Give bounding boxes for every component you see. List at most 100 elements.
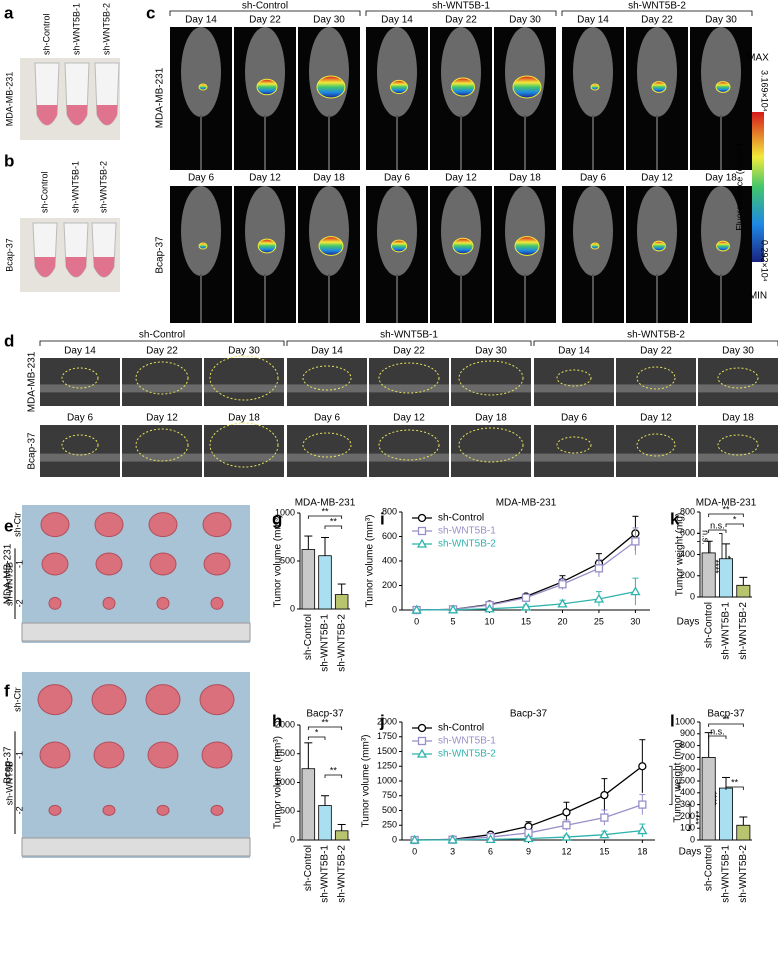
x-tick-label: sh-WNT5B-2 (738, 845, 749, 903)
tumor-outline (556, 369, 592, 387)
x-tick-label: sh-Control (303, 845, 314, 891)
day-label: Day 22 (445, 15, 477, 26)
x-tick-label: sh-Control (703, 602, 714, 648)
bracket (169, 10, 361, 16)
point (485, 834, 496, 844)
tube-label: sh-WNT5B-1 (71, 3, 81, 55)
tumor-outline (378, 429, 440, 461)
image-band (451, 453, 531, 462)
y-tick-label: 1500 (377, 746, 397, 756)
point (416, 538, 428, 548)
mouse (309, 186, 349, 276)
signal (257, 238, 277, 254)
y-tick-label: 500 (280, 555, 295, 565)
tumor (203, 552, 231, 576)
significance-bracket (725, 786, 744, 790)
y-tick-label: 300 (680, 799, 695, 809)
mouse (505, 27, 545, 117)
significance-bracket (687, 804, 691, 831)
day-label: Day 12 (249, 173, 281, 184)
point (561, 831, 572, 841)
legend-label: sh-WNT5B-2 (438, 539, 496, 550)
image (40, 358, 120, 406)
image (204, 425, 284, 477)
panel-label: a (4, 3, 14, 22)
image (616, 425, 696, 477)
tumor (201, 741, 233, 769)
point (447, 834, 458, 844)
panel-label: f (4, 681, 10, 700)
image-band (616, 453, 696, 462)
group-header: sh-WNT5B-2 (628, 1, 686, 12)
point (638, 762, 647, 771)
chart-title: Bacp-37 (306, 709, 344, 720)
tumor-outline (378, 362, 440, 394)
group-label: sh-WNT5B (4, 562, 14, 606)
bar (719, 787, 733, 841)
significance-bracket (708, 513, 744, 517)
day-label: Day 6 (561, 413, 588, 424)
y-tick-label: 0 (690, 591, 695, 601)
x-tick-label: 6 (488, 846, 493, 856)
subgroup-label: -2 (14, 599, 24, 607)
mouse (701, 186, 741, 276)
group-label: sh-Ctr (12, 512, 22, 537)
tumor (210, 804, 224, 816)
signal (452, 237, 474, 255)
chart-title: MDA-MB-231 (295, 498, 356, 509)
mouse (245, 27, 285, 117)
day-label: Day 14 (185, 15, 217, 26)
mouse (181, 27, 221, 117)
bar (301, 549, 316, 610)
tumor (149, 552, 177, 576)
tumor (156, 804, 170, 816)
day-label: Day 6 (67, 413, 94, 424)
y-tick-label: 400 (680, 549, 695, 559)
image (122, 358, 202, 406)
tube-label: sh-Control (39, 171, 49, 213)
bar (736, 824, 751, 841)
point (417, 513, 427, 523)
image-band (40, 384, 120, 393)
significance-bracket (708, 529, 727, 533)
mouse (637, 27, 677, 117)
point (447, 604, 459, 614)
colorbar (752, 112, 764, 262)
significance-label: ** (731, 777, 739, 787)
bar (301, 768, 316, 841)
x-tick-label: 0 (412, 846, 417, 856)
x-tick-label: sh-WNT5B-1 (320, 614, 331, 672)
day-label: Day 14 (577, 15, 609, 26)
panel-label: i (380, 509, 385, 528)
tube-label: sh-WNT5B-2 (98, 161, 108, 213)
x-tick-label: sh-Control (703, 845, 714, 891)
day-label: Day 12 (393, 413, 425, 424)
x-axis-label: Days (679, 847, 702, 858)
significance-label: **** (691, 811, 701, 826)
point (520, 601, 532, 611)
legend-label: sh-WNT5B-2 (438, 749, 496, 760)
tube-liquid (34, 257, 56, 277)
y-tick-label: 0 (392, 604, 397, 614)
x-axis-label: Days (677, 617, 700, 628)
chart-title: MDA-MB-231 (696, 498, 757, 509)
y-tick-label: 500 (280, 806, 295, 816)
bar (318, 555, 332, 610)
y-axis-label: Tumor volume (mm³) (273, 515, 284, 608)
significance-label: ** (722, 714, 730, 724)
y-tick-label: 1500 (275, 748, 295, 758)
tumor (199, 684, 235, 716)
tumor (102, 804, 116, 816)
bracket (561, 10, 753, 16)
group-label: sh-Ctr (12, 687, 22, 712)
x-tick-label: sh-WNT5B-1 (320, 845, 331, 903)
group-label: sh-WNT5B (4, 761, 14, 805)
mouse (637, 186, 677, 276)
y-tick-label: 500 (680, 775, 695, 785)
day-label: Day 18 (228, 413, 260, 424)
tumor-outline (458, 360, 524, 396)
image-band (369, 384, 449, 393)
significance-bracket (307, 726, 343, 730)
signal (590, 242, 600, 250)
tube-label: sh-WNT5B-2 (101, 3, 111, 55)
